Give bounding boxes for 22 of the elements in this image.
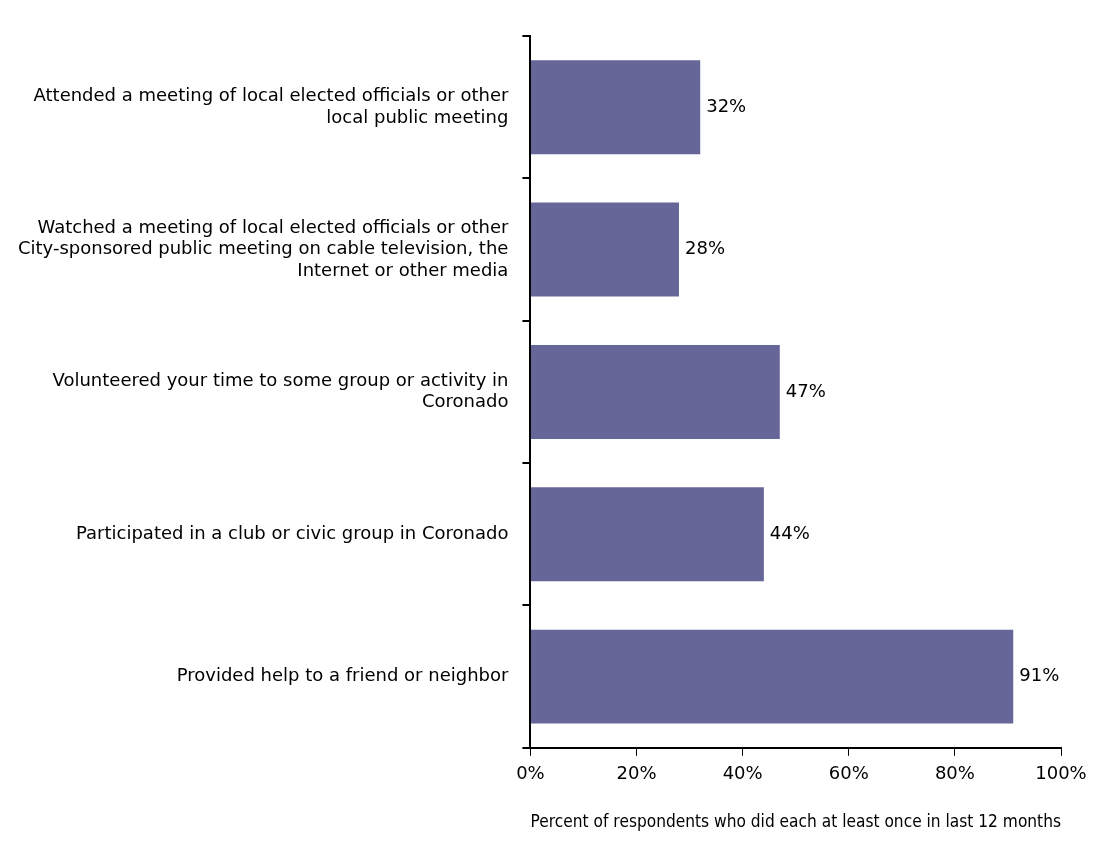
y-tick-label: Attended a meeting of local elected officials or other local public meeting — [33, 84, 509, 127]
data-label: 47% — [785, 379, 826, 401]
data-label: 91% — [1019, 664, 1060, 686]
data-label: 32% — [706, 94, 747, 116]
bar — [530, 202, 679, 297]
x-tick-label: 0% — [516, 762, 545, 784]
x-axis-title: Percent of respondents who did each at least once in last 12 months — [530, 809, 1061, 832]
y-tick-label: Volunteered your time to some group or activity in Coronado — [52, 368, 509, 412]
bar — [530, 344, 780, 439]
x-tick-label: 100% — [1035, 762, 1087, 784]
y-tick-label: Participated in a club or civic group in Coronado — [75, 521, 509, 543]
x-tick-label: 80% — [934, 762, 975, 784]
bar — [530, 487, 764, 582]
data-label: 44% — [769, 521, 810, 543]
y-tick-label: Provided help to a friend or neighbor — [176, 664, 509, 686]
y-tick-label: Watched a meeting of local elected officials or other City-sponsored public meeting on cable television, the Internet or other media — [17, 215, 510, 280]
bar — [530, 60, 701, 155]
bar — [530, 629, 1014, 724]
x-tick-label: 40% — [722, 762, 763, 784]
data-label: 28% — [684, 237, 725, 259]
x-tick-label: 20% — [616, 762, 657, 784]
x-tick-label: 60% — [828, 762, 869, 784]
